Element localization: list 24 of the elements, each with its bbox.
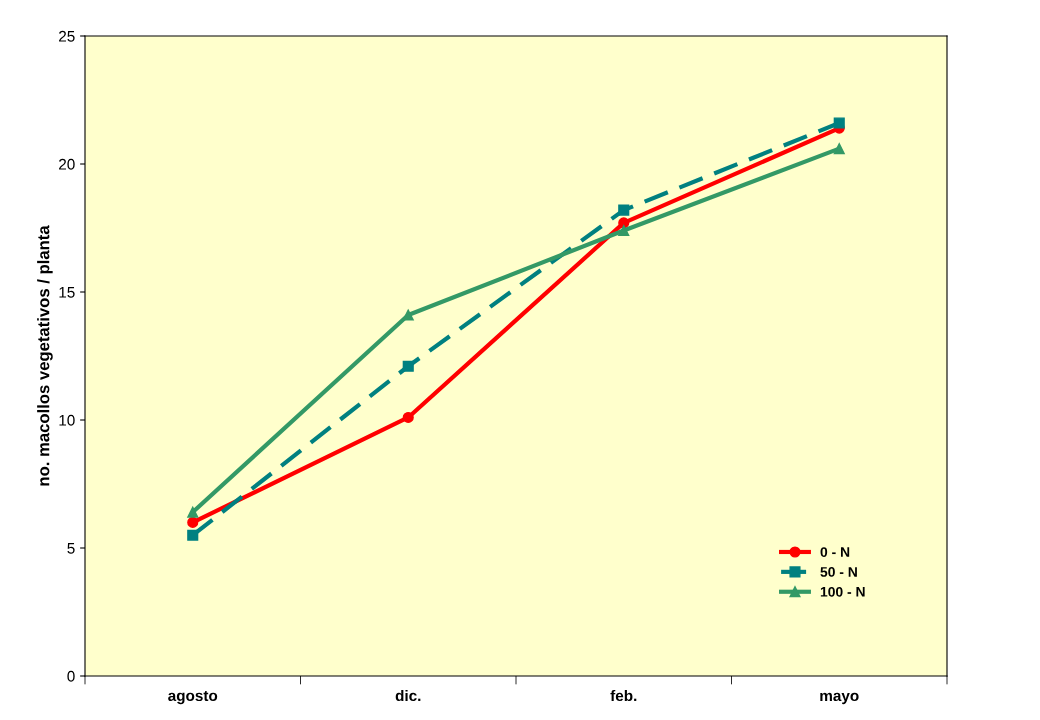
y-tick-label: 0	[67, 670, 75, 682]
point	[187, 506, 199, 518]
legend-label: 0 - N	[820, 547, 850, 557]
y-tick-label: 15	[59, 287, 75, 298]
point	[618, 204, 630, 216]
x-tick-label: agosto	[168, 690, 218, 705]
point	[833, 143, 845, 155]
point	[402, 360, 414, 372]
point	[618, 217, 630, 229]
x-tick-label: mayo	[820, 692, 859, 705]
point	[402, 411, 414, 423]
legend-label: 50 - N	[820, 567, 857, 577]
point	[187, 529, 199, 541]
y-tick-label: 25	[59, 30, 75, 42]
y-axis-title: no. macollos vegetativos / planta	[37, 225, 53, 486]
y-tick-label: 10	[59, 414, 75, 426]
point	[187, 516, 199, 528]
point	[833, 117, 845, 129]
x-tick-label: dic.	[395, 689, 421, 702]
legend-label: 100 - N	[820, 586, 865, 597]
y-tick-label: 5	[67, 543, 75, 554]
x-tick-label: feb.	[610, 689, 637, 702]
point	[618, 225, 630, 237]
y-tick-label: 20	[59, 158, 75, 170]
